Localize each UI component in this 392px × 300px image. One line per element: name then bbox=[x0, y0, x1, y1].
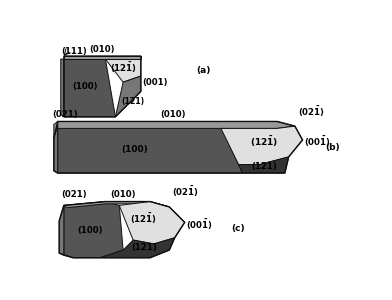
Polygon shape bbox=[59, 206, 64, 256]
Text: (b): (b) bbox=[326, 143, 340, 152]
Text: (021): (021) bbox=[52, 110, 78, 119]
Polygon shape bbox=[64, 59, 115, 117]
Text: (12$\mathregular{\bar{1}}$): (12$\mathregular{\bar{1}}$) bbox=[131, 212, 158, 226]
Text: (00$\mathregular{\bar{1}}$): (00$\mathregular{\bar{1}}$) bbox=[304, 134, 331, 148]
Text: (121): (121) bbox=[131, 243, 157, 252]
Polygon shape bbox=[61, 59, 64, 117]
Polygon shape bbox=[54, 126, 58, 173]
Polygon shape bbox=[239, 157, 289, 173]
Text: (010): (010) bbox=[160, 110, 186, 119]
Text: (12$\mathregular{\bar{1}}$): (12$\mathregular{\bar{1}}$) bbox=[250, 135, 278, 149]
Polygon shape bbox=[119, 202, 185, 244]
Text: (00$\mathregular{\bar{1}}$): (00$\mathregular{\bar{1}}$) bbox=[186, 218, 213, 232]
Polygon shape bbox=[58, 126, 243, 173]
Text: (010): (010) bbox=[111, 190, 136, 199]
Text: (010): (010) bbox=[90, 45, 115, 54]
Text: (001): (001) bbox=[142, 78, 168, 87]
Text: (02$\mathregular{\bar{1}}$): (02$\mathregular{\bar{1}}$) bbox=[298, 105, 325, 119]
Text: (021): (021) bbox=[61, 190, 86, 199]
Text: (12$\mathregular{\bar{1}}$): (12$\mathregular{\bar{1}}$) bbox=[111, 61, 138, 75]
Polygon shape bbox=[64, 202, 169, 208]
Text: (121): (121) bbox=[251, 162, 277, 171]
Polygon shape bbox=[64, 202, 123, 258]
Polygon shape bbox=[54, 122, 58, 138]
Polygon shape bbox=[221, 126, 303, 165]
Text: (02$\mathregular{\bar{1}}$): (02$\mathregular{\bar{1}}$) bbox=[172, 185, 199, 199]
Text: (100): (100) bbox=[121, 145, 148, 154]
Polygon shape bbox=[115, 76, 141, 117]
Polygon shape bbox=[100, 238, 175, 258]
Text: (a): (a) bbox=[196, 66, 211, 75]
Text: (121): (121) bbox=[122, 97, 145, 106]
Text: (c): (c) bbox=[231, 224, 245, 233]
Text: (100): (100) bbox=[72, 82, 97, 91]
Text: (111): (111) bbox=[61, 47, 87, 56]
Polygon shape bbox=[58, 122, 295, 128]
Polygon shape bbox=[105, 59, 141, 82]
Text: (100): (100) bbox=[77, 226, 103, 235]
Polygon shape bbox=[64, 56, 141, 59]
